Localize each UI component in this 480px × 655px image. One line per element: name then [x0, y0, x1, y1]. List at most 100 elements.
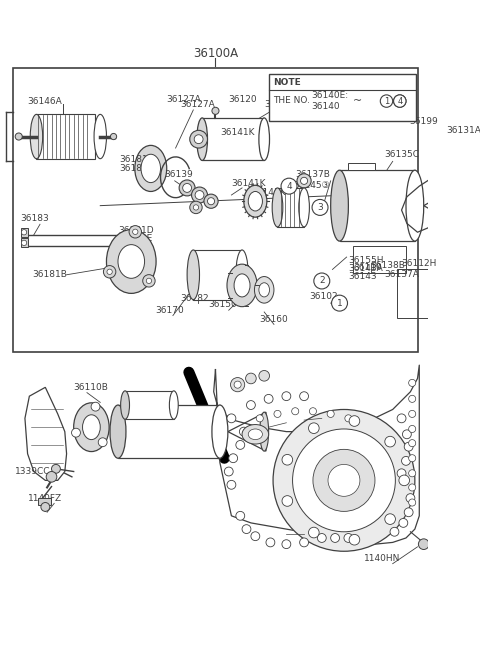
Circle shape [236, 441, 245, 449]
Ellipse shape [135, 145, 167, 191]
Text: 2: 2 [319, 276, 324, 286]
Circle shape [22, 240, 27, 246]
Circle shape [274, 411, 281, 417]
Circle shape [107, 269, 112, 274]
Bar [353, 246, 406, 273]
Circle shape [242, 525, 251, 534]
Circle shape [190, 130, 207, 148]
Circle shape [408, 379, 416, 386]
Text: 36182: 36182 [180, 294, 209, 303]
Circle shape [282, 540, 291, 549]
Circle shape [110, 134, 117, 140]
Circle shape [314, 273, 330, 289]
Polygon shape [228, 412, 266, 451]
Ellipse shape [107, 229, 156, 293]
Bar [397, 269, 468, 318]
Text: 36135C: 36135C [384, 150, 419, 159]
Circle shape [402, 457, 410, 465]
Circle shape [212, 107, 219, 115]
Ellipse shape [244, 185, 267, 217]
Bar [118, 405, 220, 458]
Circle shape [408, 499, 416, 506]
Circle shape [15, 133, 22, 140]
Text: 36170: 36170 [155, 306, 184, 314]
Bar [21, 228, 27, 236]
Circle shape [312, 199, 328, 215]
Circle shape [246, 373, 256, 384]
Circle shape [224, 467, 233, 476]
Text: 36141K: 36141K [251, 188, 286, 197]
Bar [348, 163, 375, 170]
Ellipse shape [260, 412, 269, 451]
Circle shape [468, 211, 473, 216]
Text: 36100A: 36100A [193, 47, 238, 60]
Text: 4: 4 [286, 181, 292, 191]
Text: 36199: 36199 [409, 117, 438, 126]
Circle shape [266, 538, 275, 547]
Ellipse shape [83, 415, 100, 440]
Text: 36127A: 36127A [180, 100, 215, 109]
Ellipse shape [331, 170, 348, 241]
Text: 36141K: 36141K [220, 128, 254, 138]
Circle shape [236, 512, 245, 520]
Circle shape [349, 534, 360, 545]
Text: NOTE: NOTE [273, 78, 301, 87]
Polygon shape [424, 190, 452, 221]
Ellipse shape [110, 405, 126, 458]
Circle shape [397, 414, 406, 422]
Bar [21, 238, 27, 248]
Circle shape [300, 538, 309, 547]
Ellipse shape [169, 391, 178, 419]
Text: 36137B: 36137B [295, 170, 330, 179]
Circle shape [313, 449, 375, 512]
Circle shape [143, 274, 155, 287]
Circle shape [259, 371, 269, 381]
Circle shape [408, 484, 416, 491]
Circle shape [273, 409, 415, 552]
Ellipse shape [446, 190, 455, 221]
Circle shape [72, 428, 81, 437]
Circle shape [193, 205, 199, 210]
Circle shape [404, 508, 413, 517]
Circle shape [408, 426, 416, 432]
Circle shape [132, 229, 138, 234]
Ellipse shape [73, 403, 109, 451]
Text: 36150: 36150 [208, 301, 237, 309]
Circle shape [183, 183, 192, 193]
Bar [36, 115, 95, 159]
Circle shape [399, 475, 409, 486]
Text: 1339CC: 1339CC [15, 467, 51, 476]
Circle shape [300, 392, 309, 401]
Circle shape [41, 502, 50, 512]
Circle shape [402, 430, 411, 439]
Circle shape [195, 191, 204, 199]
Text: 4: 4 [397, 96, 402, 105]
Ellipse shape [212, 405, 228, 458]
Ellipse shape [248, 429, 263, 440]
Text: 36141K: 36141K [231, 179, 266, 188]
Circle shape [408, 411, 416, 417]
Circle shape [349, 416, 360, 426]
Circle shape [251, 532, 260, 540]
Text: 36181D: 36181D [120, 155, 156, 164]
Circle shape [190, 201, 202, 214]
Bar [13, 68, 418, 352]
Bar [269, 75, 416, 121]
Circle shape [408, 455, 416, 462]
Bar [277, 188, 304, 227]
Text: 36143A: 36143A [348, 264, 383, 273]
Ellipse shape [234, 274, 250, 297]
Circle shape [300, 178, 308, 184]
Circle shape [297, 174, 311, 188]
Circle shape [345, 415, 352, 422]
Text: 36145③: 36145③ [293, 181, 330, 190]
Text: THE NO.: THE NO. [273, 96, 310, 105]
Ellipse shape [272, 188, 283, 227]
Circle shape [281, 178, 297, 194]
Ellipse shape [254, 276, 274, 303]
Text: 36120: 36120 [264, 100, 293, 109]
Ellipse shape [30, 115, 43, 159]
Circle shape [332, 295, 348, 311]
Bar [202, 118, 264, 160]
Ellipse shape [259, 118, 269, 160]
